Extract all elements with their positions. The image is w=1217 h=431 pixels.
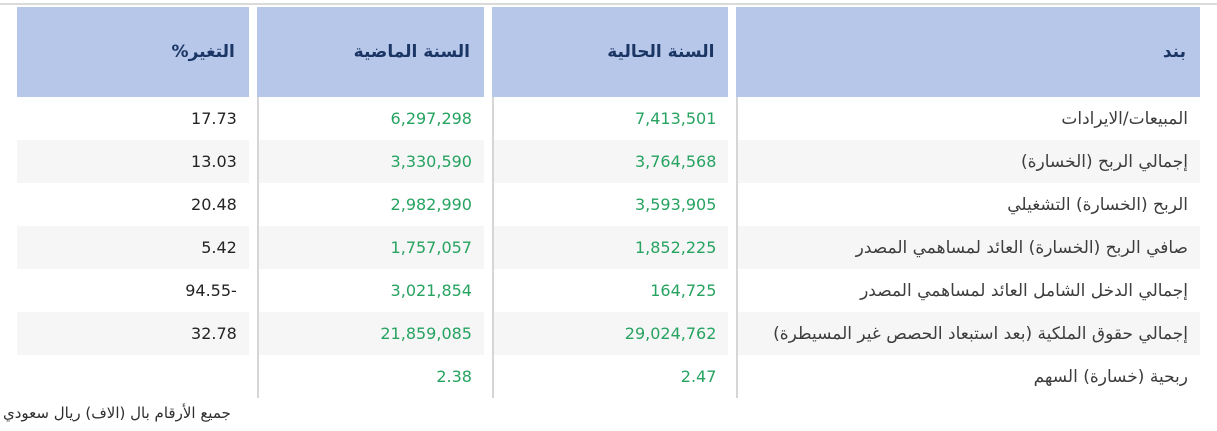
cell-item: إجمالي الربح (الخسارة): [736, 140, 1200, 183]
column-header-current-year: السنة الحالية: [491, 7, 729, 97]
table-row: الربح (الخسارة) التشغيلي 3,593,905 2,982,9…: [17, 183, 1200, 226]
header-row: بند السنة الحالية السنة الماضية التغير%: [17, 7, 1200, 97]
table-body: المبيعات/الايرادات 7,413,501 6,297,298 17.7…: [17, 97, 1200, 398]
table-row: ربحية (خسارة) السهم 2.47 2.38: [17, 355, 1200, 398]
cell-current-year: 1,852,225: [491, 226, 729, 269]
page-root: { "table": { "columns": [ { "key": "item…: [0, 3, 1217, 431]
cell-current-year: 2.47: [491, 355, 729, 398]
cell-previous-year: 3,021,854: [256, 269, 484, 312]
cell-item: إجمالي الدخل الشامل العائد لمساهمي المصد…: [736, 269, 1200, 312]
footnote: جميع الأرقام بال (الاف) ريال سعودي: [3, 404, 231, 422]
cell-previous-year: 6,297,298: [256, 97, 484, 140]
financials-table: بند السنة الحالية السنة الماضية التغير% …: [9, 7, 1208, 398]
cell-item: صافي الربح (الخسارة) العائد لمساهمي المص…: [736, 226, 1200, 269]
cell-item: الربح (الخسارة) التشغيلي: [736, 183, 1200, 226]
cell-previous-year: 2,982,990: [256, 183, 484, 226]
table-header: بند السنة الحالية السنة الماضية التغير%: [17, 7, 1200, 97]
cell-current-year: 3,593,905: [491, 183, 729, 226]
top-divider: [0, 3, 1217, 5]
cell-item: المبيعات/الايرادات: [736, 97, 1200, 140]
cell-item: ربحية (خسارة) السهم: [736, 355, 1200, 398]
cell-change-pct: 17.73: [17, 97, 249, 140]
cell-current-year: 164,725: [491, 269, 729, 312]
table-row: صافي الربح (الخسارة) العائد لمساهمي المص…: [17, 226, 1200, 269]
cell-item: إجمالي حقوق الملكية (بعد استبعاد الحصص غ…: [736, 312, 1200, 355]
cell-previous-year: 3,330,590: [256, 140, 484, 183]
table-row: إجمالي الربح (الخسارة) 3,764,568 3,330,590…: [17, 140, 1200, 183]
cell-current-year: 7,413,501: [491, 97, 729, 140]
column-header-change-pct: التغير%: [17, 7, 249, 97]
cell-current-year: 29,024,762: [491, 312, 729, 355]
cell-previous-year: 21,859,085: [256, 312, 484, 355]
cell-change-pct: 5.42: [17, 226, 249, 269]
financials-table-wrapper: بند السنة الحالية السنة الماضية التغير% …: [0, 7, 1217, 398]
cell-change-pct: 20.48: [17, 183, 249, 226]
table-row: إجمالي الدخل الشامل العائد لمساهمي المصد…: [17, 269, 1200, 312]
cell-change-pct: 32.78: [17, 312, 249, 355]
table-row: إجمالي حقوق الملكية (بعد استبعاد الحصص غ…: [17, 312, 1200, 355]
cell-change-pct: -94.55: [17, 269, 249, 312]
cell-change-pct: [17, 355, 249, 398]
column-header-item: بند: [736, 7, 1200, 97]
cell-change-pct: 13.03: [17, 140, 249, 183]
cell-previous-year: 2.38: [256, 355, 484, 398]
column-header-previous-year: السنة الماضية: [256, 7, 484, 97]
cell-previous-year: 1,757,057: [256, 226, 484, 269]
cell-current-year: 3,764,568: [491, 140, 729, 183]
table-row: المبيعات/الايرادات 7,413,501 6,297,298 17.7…: [17, 97, 1200, 140]
